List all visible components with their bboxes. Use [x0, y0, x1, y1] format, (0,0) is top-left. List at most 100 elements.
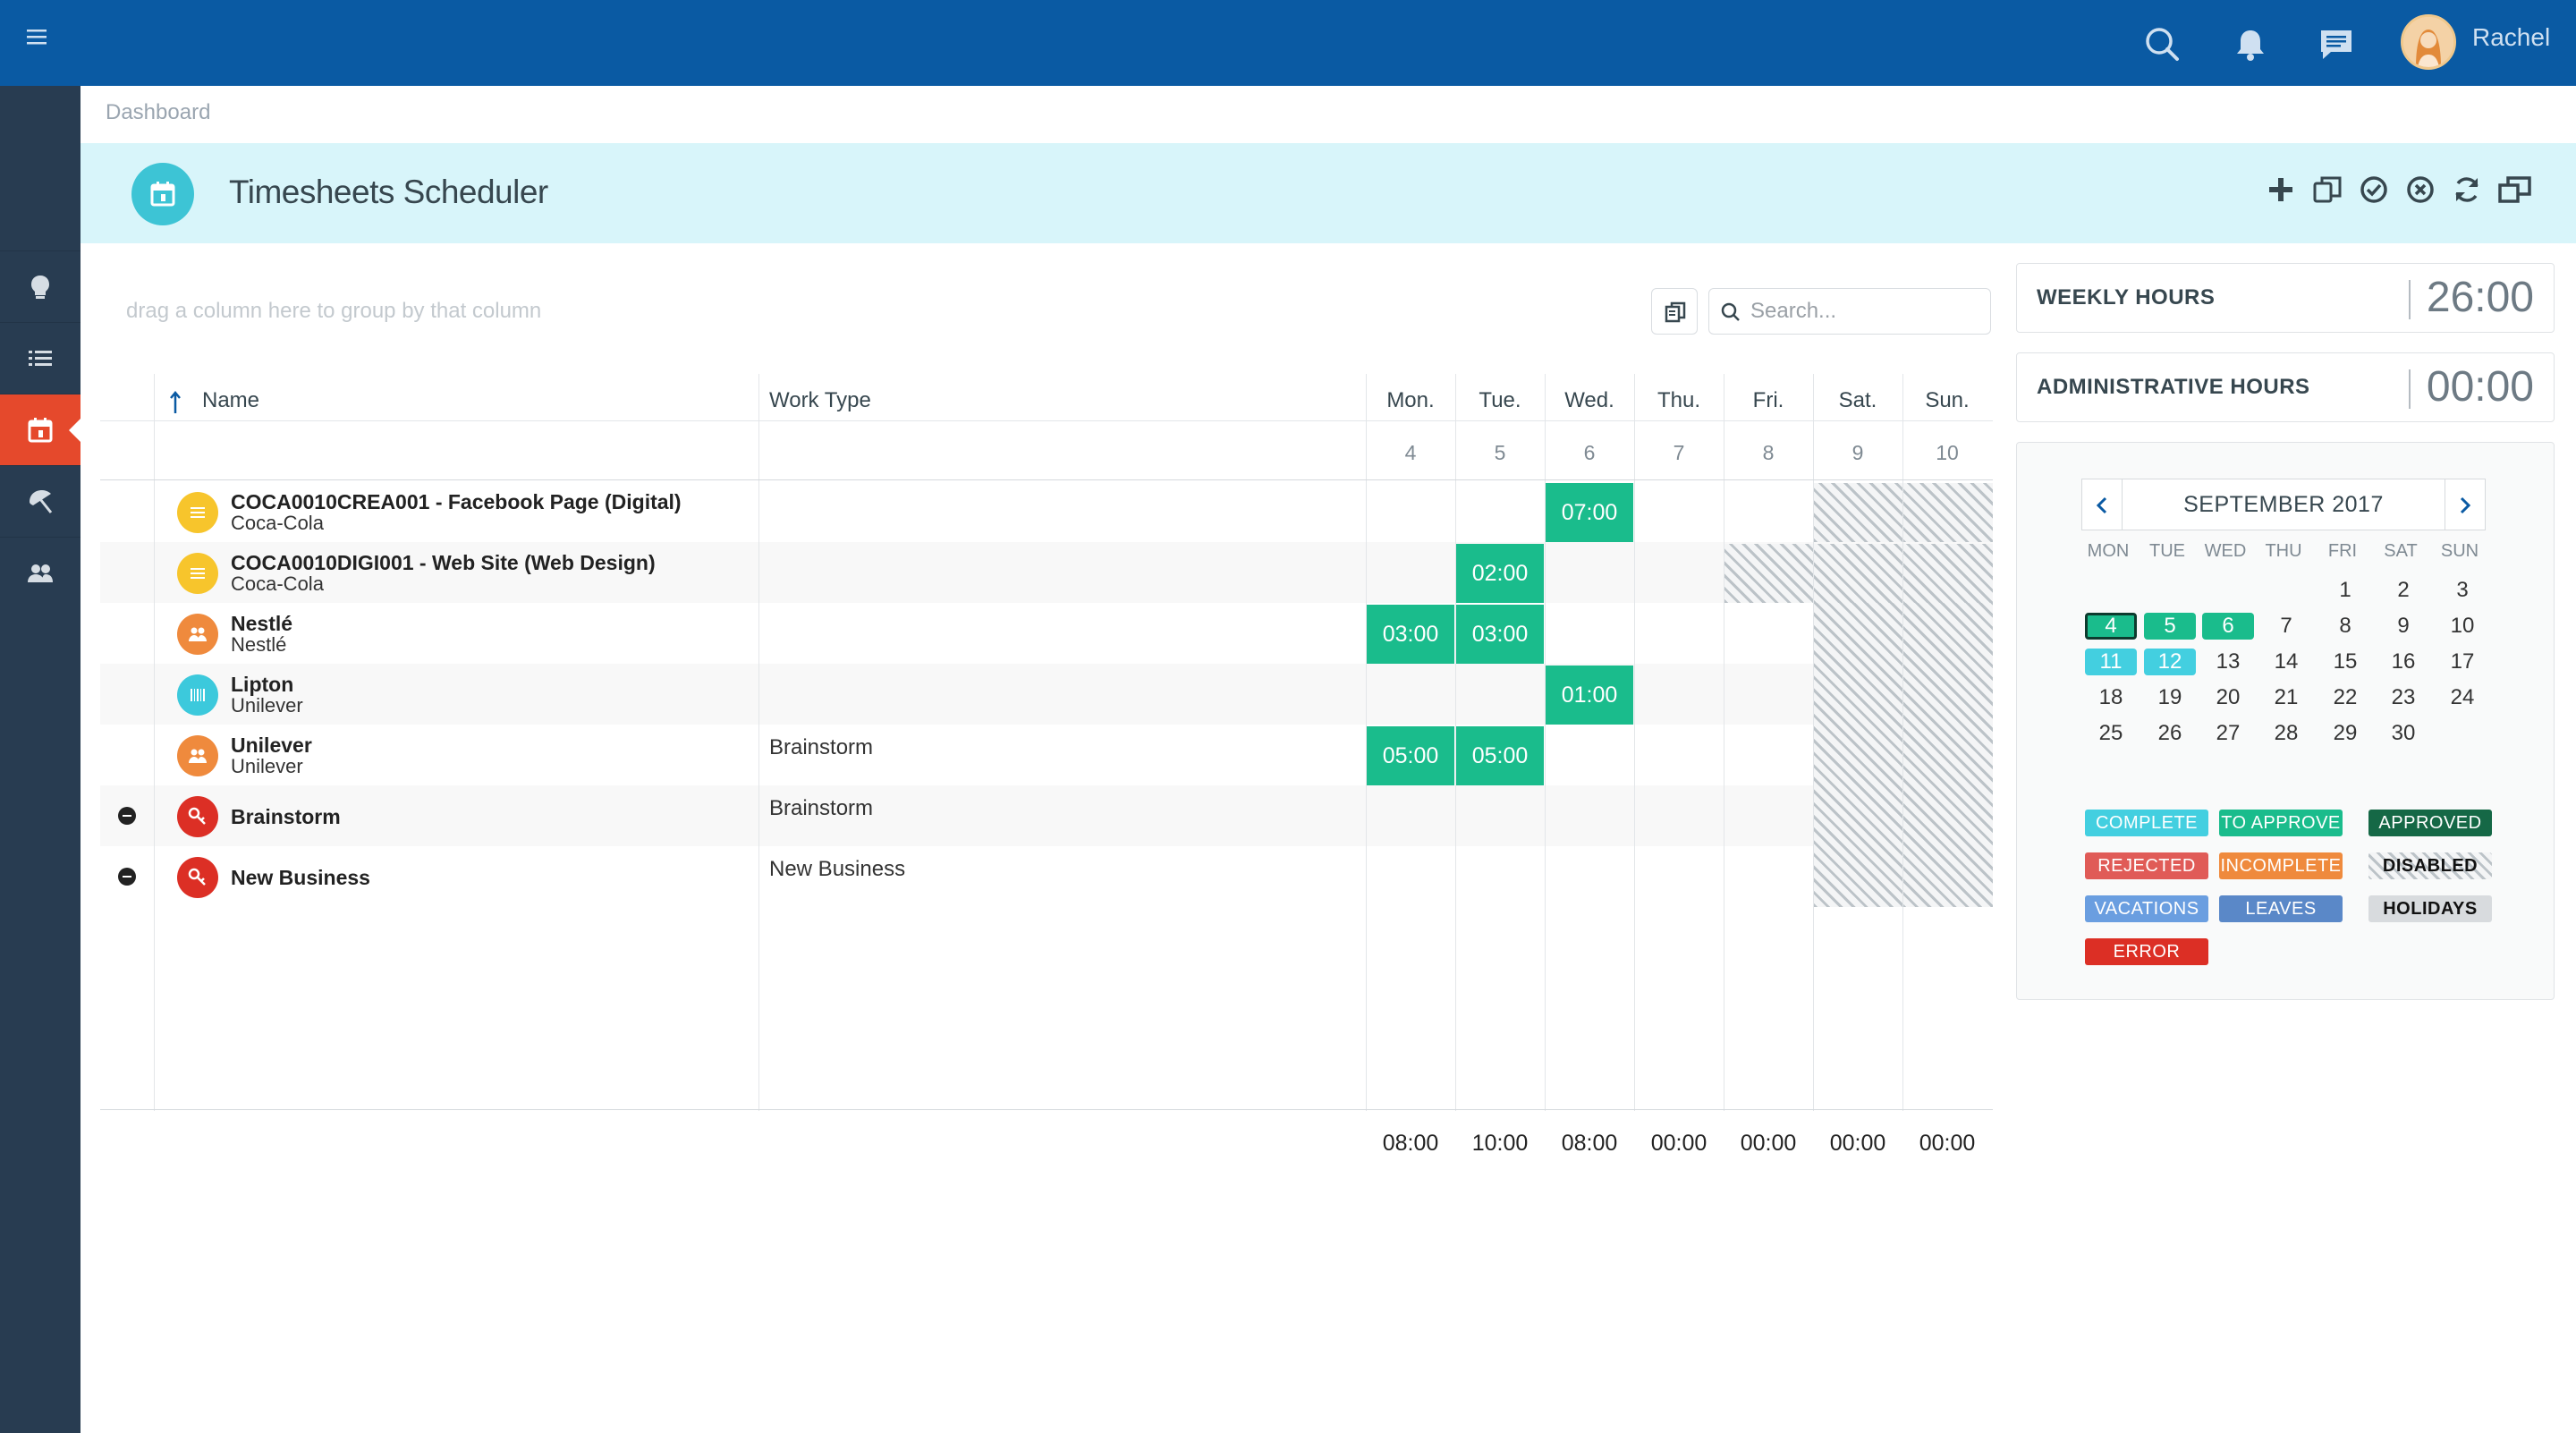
calendar-day[interactable]: 25 [2098, 721, 2123, 745]
calendar-day[interactable]: 6 [2202, 613, 2254, 640]
column-header-sat[interactable]: Sat. [1838, 388, 1877, 412]
column-header-mon[interactable]: Mon. [1386, 388, 1435, 412]
calendar-day[interactable]: 10 [2450, 614, 2475, 638]
copy-icon[interactable] [2311, 174, 2343, 206]
sidebar-item-timesheets[interactable] [0, 394, 80, 465]
hours-cell[interactable]: 01:00 [1546, 666, 1633, 725]
calendar-day[interactable]: 15 [2333, 649, 2358, 674]
avatar[interactable] [2401, 14, 2456, 70]
calendar-day[interactable]: 14 [2274, 649, 2299, 674]
calendar-day[interactable]: 3 [2456, 578, 2469, 602]
calendar-day[interactable]: 29 [2333, 721, 2358, 745]
calendar-day[interactable]: 27 [2216, 721, 2241, 745]
calendar-day[interactable]: 22 [2333, 685, 2358, 709]
hours-cell[interactable]: 03:00 [1456, 605, 1544, 664]
lightbulb-icon [31, 276, 49, 299]
calendar-day[interactable]: 7 [2280, 614, 2292, 638]
search-icon[interactable] [2143, 25, 2182, 64]
calendar-day[interactable]: 13 [2216, 649, 2241, 674]
table-row[interactable] [100, 603, 1993, 664]
project-list-icon [177, 553, 218, 594]
calendar-next-button[interactable] [2445, 479, 2486, 530]
search-icon [1721, 302, 1740, 321]
table-row[interactable] [100, 664, 1993, 725]
calendar-day[interactable]: 18 [2098, 685, 2123, 709]
weekly-hours-panel: WEEKLY HOURS 26:00 [2016, 263, 2555, 333]
column-header-wed[interactable]: Wed. [1564, 388, 1614, 412]
approve-check-icon[interactable] [2358, 174, 2390, 206]
hours-cell[interactable]: 05:00 [1367, 726, 1454, 785]
umbrella-icon [30, 490, 53, 513]
calendar-day[interactable]: 30 [2391, 721, 2416, 745]
row-name[interactable]: Unilever [231, 733, 312, 757]
calendar-title[interactable]: SEPTEMBER 2017 [2123, 479, 2445, 530]
bell-icon[interactable] [2231, 25, 2270, 64]
hours-cell[interactable]: 03:00 [1367, 605, 1454, 664]
day-number: 5 [1494, 441, 1506, 464]
calendar-day[interactable]: 26 [2157, 721, 2182, 745]
table-row[interactable] [100, 725, 1993, 785]
window-restore-icon[interactable] [2497, 174, 2531, 206]
calendar-day[interactable]: 17 [2450, 649, 2475, 674]
sidebar-item-insights[interactable] [0, 250, 80, 322]
row-name[interactable]: New Business [231, 866, 370, 889]
calendar-day[interactable]: 20 [2216, 685, 2241, 709]
table-row[interactable] [100, 542, 1993, 603]
calendar-day-selected[interactable]: 4 [2085, 613, 2137, 640]
calendar-day[interactable]: 9 [2397, 614, 2410, 638]
column-header-thu[interactable]: Thu. [1657, 388, 1701, 412]
table-row[interactable] [100, 846, 1993, 907]
chevron-left-icon [2096, 496, 2107, 514]
calendar-day[interactable]: 8 [2339, 614, 2351, 638]
calendar-prev-button[interactable] [2081, 479, 2123, 530]
chat-icon[interactable] [2317, 25, 2356, 64]
sort-asc-icon[interactable] [168, 385, 182, 417]
day-number: 6 [1583, 441, 1596, 464]
reject-x-icon[interactable] [2404, 174, 2436, 206]
group-by-hint[interactable]: drag a column here to group by that colu… [126, 299, 542, 323]
calendar-day[interactable]: 19 [2157, 685, 2182, 709]
column-header-work-type[interactable]: Work Type [769, 388, 871, 412]
column-header-fri[interactable]: Fri. [1752, 388, 1784, 412]
refresh-icon[interactable] [2451, 174, 2483, 206]
column-layout-button[interactable] [1651, 288, 1698, 335]
add-icon[interactable] [2265, 174, 2297, 206]
collapse-minus-icon[interactable] [118, 807, 136, 825]
column-header-tue[interactable]: Tue. [1479, 388, 1521, 412]
row-name[interactable]: COCA0010DIGI001 - Web Site (Web Design) [231, 551, 656, 574]
hours-cell[interactable]: 05:00 [1456, 726, 1544, 785]
calendar-day[interactable]: 21 [2274, 685, 2299, 709]
table-row[interactable] [100, 785, 1993, 846]
weekday-label: SAT [2384, 541, 2418, 561]
calendar-day[interactable]: 24 [2450, 685, 2475, 709]
calendar-day[interactable]: 12 [2144, 649, 2196, 675]
legend-holidays: HOLIDAYS [2368, 895, 2492, 922]
client-group-icon [177, 735, 218, 776]
calendar-day[interactable]: 23 [2391, 685, 2416, 709]
weekday-label: SUN [2440, 541, 2479, 561]
calendar-day[interactable]: 11 [2085, 649, 2137, 675]
calendar-day[interactable]: 1 [2339, 578, 2351, 602]
sidebar-item-vacations[interactable] [0, 465, 80, 537]
calendar-day[interactable]: 28 [2274, 721, 2299, 745]
row-name[interactable]: Lipton [231, 673, 294, 696]
hours-cell[interactable]: 07:00 [1546, 483, 1633, 542]
total-mon: 08:00 [1382, 1131, 1439, 1156]
hamburger-menu-icon[interactable] [23, 23, 52, 52]
sidebar-item-list[interactable] [0, 322, 80, 394]
calendar-day[interactable]: 2 [2397, 578, 2410, 602]
breadcrumb[interactable]: Dashboard [106, 100, 211, 124]
sidebar-item-people[interactable] [0, 537, 80, 608]
calendar-day[interactable]: 5 [2144, 613, 2196, 640]
calendar-day[interactable]: 16 [2391, 649, 2416, 674]
column-header-sun[interactable]: Sun. [1925, 388, 1970, 412]
collapse-minus-icon[interactable] [118, 868, 136, 886]
search-input[interactable] [1750, 298, 1983, 325]
hours-cell[interactable]: 02:00 [1456, 544, 1544, 603]
column-header-name[interactable]: Name [202, 388, 260, 412]
row-name[interactable]: Nestlé [231, 612, 293, 635]
row-name[interactable]: Brainstorm [231, 805, 341, 828]
user-name[interactable]: Rachel [2472, 23, 2551, 51]
total-tue: 10:00 [1471, 1131, 1529, 1156]
row-name[interactable]: COCA0010CREA001 - Facebook Page (Digital… [231, 490, 682, 513]
